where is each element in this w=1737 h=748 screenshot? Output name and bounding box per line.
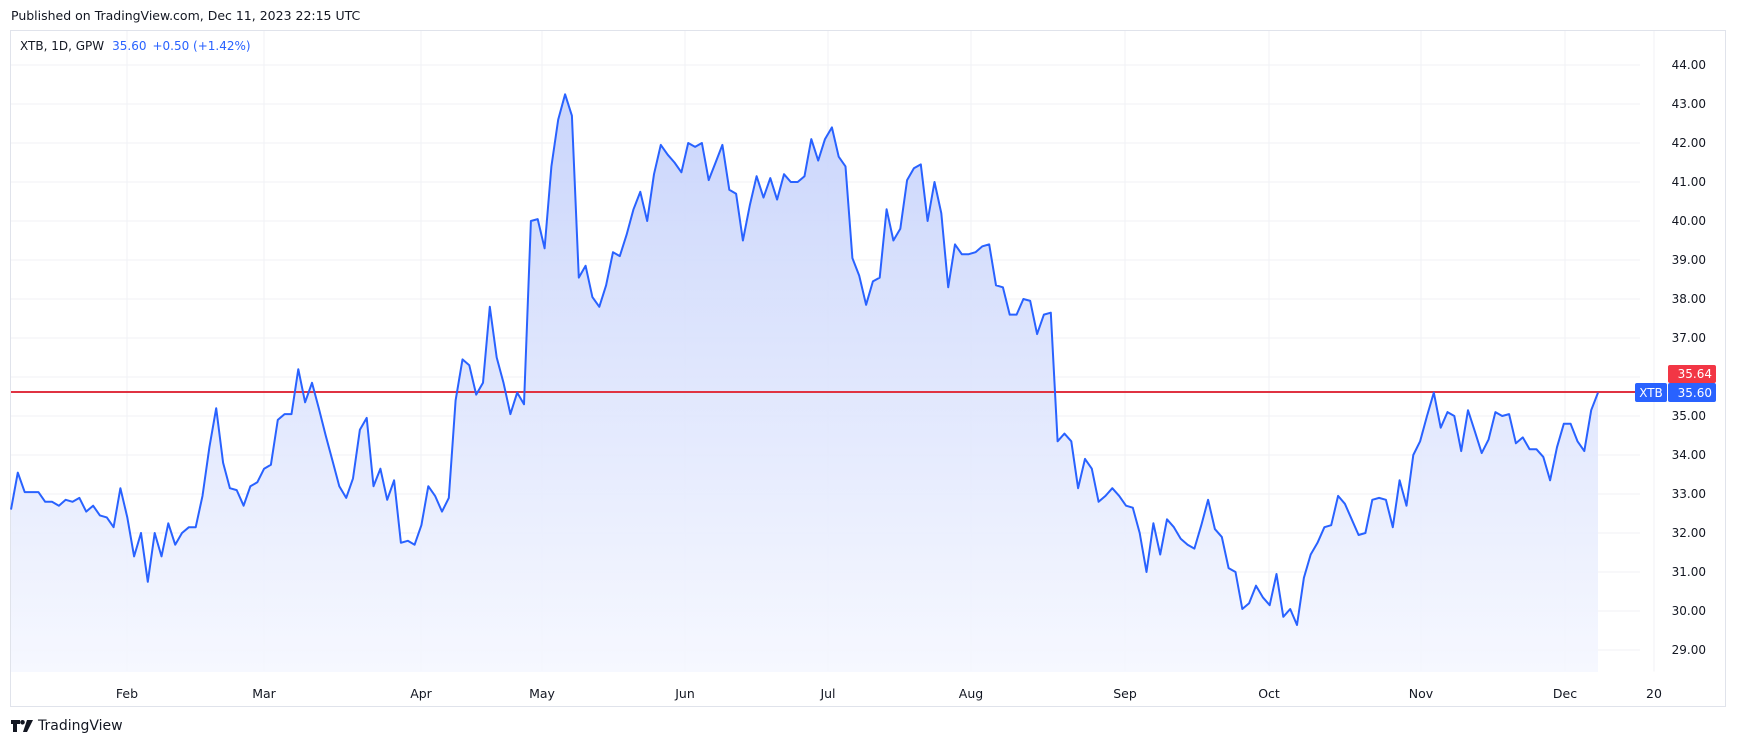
price-axis-label: 40.00 — [1672, 214, 1706, 228]
time-axis-label: Feb — [116, 686, 138, 701]
legend-change: +0.50 (+1.42%) — [152, 39, 251, 53]
published-caption: Published on TradingView.com, Dec 11, 20… — [11, 8, 361, 23]
tradingview-logo[interactable]: TradingView — [11, 718, 123, 734]
price-axis-label: 37.00 — [1672, 331, 1706, 345]
price-tags: 35.64 XTB 35.60 — [1635, 365, 1716, 402]
price-axis-label: 39.00 — [1672, 253, 1706, 267]
chart-frame — [10, 30, 1726, 707]
price-axis-label: 42.00 — [1672, 136, 1706, 150]
last-price-tag — [1668, 383, 1716, 402]
tradingview-brand: TradingView — [38, 718, 123, 734]
price-axis-label: 44.00 — [1672, 58, 1706, 72]
time-axis-label: Jul — [819, 686, 835, 701]
time-axis-label: Dec — [1553, 686, 1577, 701]
price-axis-label: 43.00 — [1672, 97, 1706, 111]
red-price-tag-text: 35.64 — [1678, 367, 1712, 381]
time-axis-label: Sep — [1113, 686, 1137, 701]
red-price-tag — [1668, 365, 1716, 383]
price-axis-label: 41.00 — [1672, 175, 1706, 189]
time-axis-label: May — [529, 686, 555, 701]
symbol-tag-text: XTB — [1639, 386, 1663, 400]
time-axis-label: Nov — [1409, 686, 1434, 701]
time-axis-label: Oct — [1258, 686, 1280, 701]
legend-symbol: XTB, 1D, GPW — [20, 39, 105, 53]
price-axis[interactable]: 44.00 43.00 42.00 41.00 40.00 39.00 38.00 37.00… — [1672, 58, 1706, 657]
price-axis-label: 35.00 — [1672, 409, 1706, 423]
price-axis-label: 31.00 — [1672, 565, 1706, 579]
symbol-tag — [1635, 383, 1667, 402]
time-axis-label: 20 — [1646, 686, 1662, 701]
time-axis-label: Apr — [410, 686, 432, 701]
price-series-line — [10, 93, 1599, 626]
time-axis-label: Mar — [252, 686, 276, 701]
chart-legend: XTB, 1D, GPW 35.60 +0.50 (+1.42%) — [20, 39, 251, 53]
price-axis-label: 33.00 — [1672, 487, 1706, 501]
price-axis-label: 32.00 — [1672, 526, 1706, 540]
time-axis[interactable]: Feb Mar Apr May Jun Jul Aug Sep Oct Nov Dec 20 — [116, 686, 1662, 701]
price-axis-label: 29.00 — [1672, 643, 1706, 657]
price-area-fill — [11, 94, 1598, 673]
legend-last-price: 35.60 — [112, 39, 147, 53]
time-axis-label: Jun — [674, 686, 695, 701]
time-axis-label: Aug — [959, 686, 983, 701]
price-axis-label: 34.00 — [1672, 448, 1706, 462]
last-price-tag-text: 35.60 — [1678, 386, 1712, 400]
tradingview-logo-icon — [11, 720, 33, 732]
price-axis-label: 30.00 — [1672, 604, 1706, 618]
price-axis-label: 38.00 — [1672, 292, 1706, 306]
